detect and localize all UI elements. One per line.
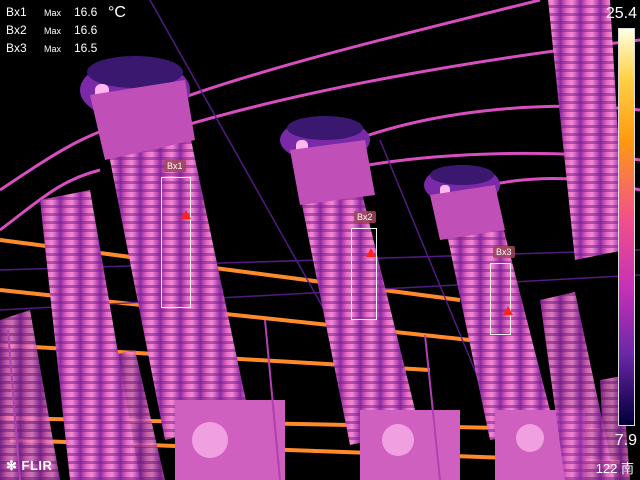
snowflake-icon: ✻ <box>6 458 18 473</box>
readout-bx2: Bx2 Max 16.6 <box>6 23 97 38</box>
readout-label: Bx2 <box>6 23 27 37</box>
max-marker-bx1 <box>181 210 191 219</box>
readout-bx3: Bx3 Max 16.5 <box>6 41 97 56</box>
readout-label: Bx3 <box>6 41 27 55</box>
readout-stat: Max <box>44 8 62 18</box>
readout-value: 16.6 <box>74 5 98 19</box>
readout-value: 16.6 <box>74 23 98 37</box>
readout-stat: Max <box>44 26 62 36</box>
insulator-3 <box>424 165 585 480</box>
insulator-1 <box>80 56 285 480</box>
box-label-bx2: Bx2 <box>354 211 376 223</box>
box-label-bx1: Bx1 <box>164 160 186 172</box>
scale-max: 25.4 <box>605 5 637 22</box>
measure-box-bx3[interactable] <box>490 263 511 335</box>
readout-bx1: Bx1 Max 16.6 <box>6 5 97 20</box>
right-insulators <box>540 0 630 480</box>
measure-box-bx2[interactable] <box>351 228 377 320</box>
insulator-2 <box>280 116 460 480</box>
max-marker-bx2 <box>366 248 376 257</box>
readout-label: Bx1 <box>6 5 27 19</box>
readout-stat: Max <box>44 44 62 54</box>
readout-value: 16.5 <box>74 41 98 55</box>
measure-box-bx1[interactable] <box>161 177 191 308</box>
scale-min: 7.9 <box>614 432 637 449</box>
flir-logo: ✻ FLIR <box>6 458 52 474</box>
max-marker-bx3 <box>503 306 513 315</box>
color-scale-bar <box>618 28 635 426</box>
temperature-unit: °C <box>108 4 126 21</box>
corner-status: 122 南 <box>595 461 634 476</box>
box-label-bx3: Bx3 <box>493 246 515 258</box>
background-insulators <box>0 190 165 480</box>
brand-text: FLIR <box>21 458 53 473</box>
